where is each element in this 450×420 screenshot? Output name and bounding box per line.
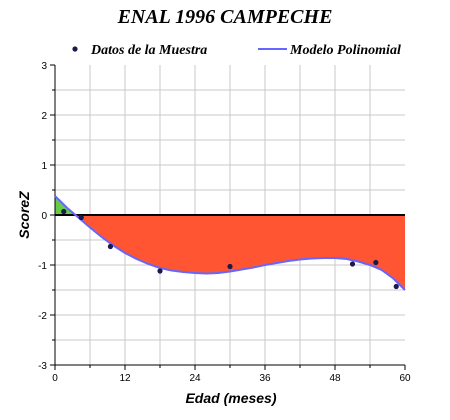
y-tick-label: -3 [38,361,47,372]
x-tick-label: 0 [52,373,58,384]
legend-label-polynomial-model: Modelo Polinomial [289,43,401,58]
y-tick-label: -2 [38,311,47,322]
y-tick-label: 0 [41,211,47,222]
x-tick-label: 12 [119,373,131,384]
fill-below-zero [75,215,406,290]
polynomial-model-line [54,195,406,291]
sample-data-point [61,208,67,215]
sample-data-point [373,259,379,266]
sample-points [61,208,399,290]
sample-data-point [227,263,233,270]
area-fill [55,196,406,290]
y-tick-label: -1 [38,261,47,272]
x-tick-label: 60 [399,373,411,384]
sample-data-point [157,268,163,274]
fill-above-zero [55,196,76,215]
x-tick-label: 48 [329,373,341,384]
legend: Datos de la Muestra Modelo Polinomial [72,43,401,58]
axes [50,64,406,370]
legend-label-sample-data: Datos de la Muestra [90,43,207,58]
x-tick-label: 36 [259,373,271,384]
x-tick-label: 24 [189,373,201,384]
sample-data-point [393,283,399,290]
polynomial-curve [54,195,406,291]
y-tick-label: 2 [41,111,47,122]
y-tick-label: 1 [41,161,47,172]
sample-data-point [349,261,356,267]
y-axis-label: ScoreZ [16,191,32,239]
y-tick-label: 3 [41,61,47,72]
tick-labels: 3 2 1 0 -1 -2 -3 0 12 24 36 48 60 [38,61,411,384]
sample-data-point [78,214,84,221]
legend-marker-sample-data [72,46,78,52]
chart-title: ENAL 1996 CAMPECHE [117,6,333,28]
sample-data-point [107,243,114,250]
x-axis-label: Edad (meses) [185,390,276,406]
